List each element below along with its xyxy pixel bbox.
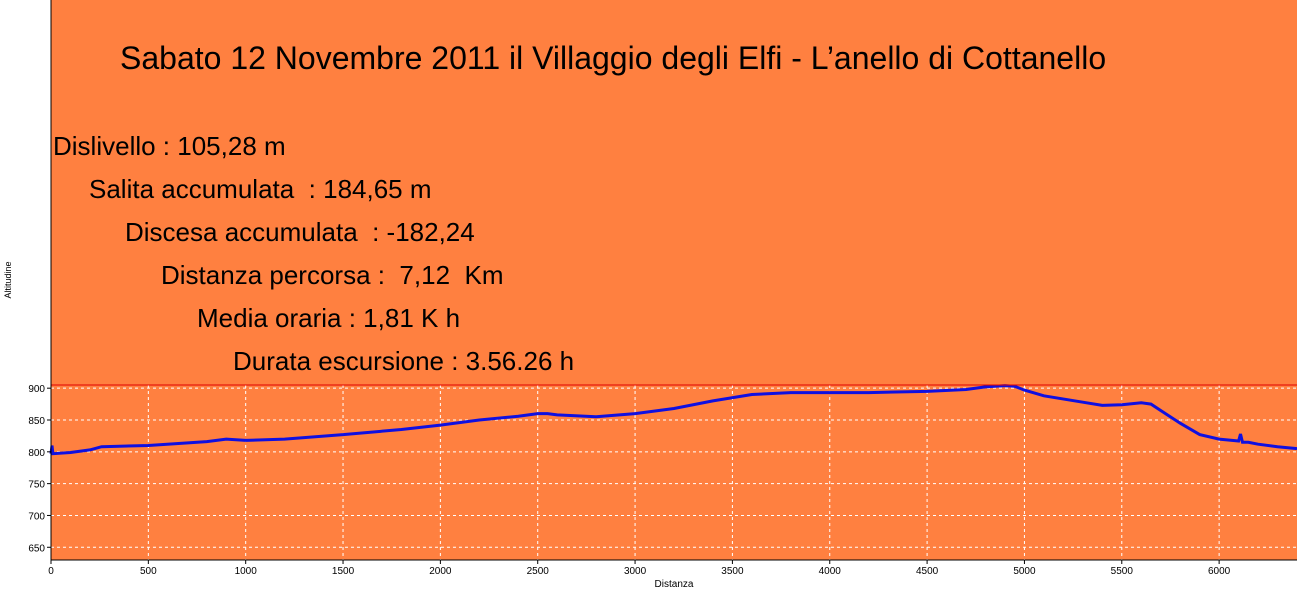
chart-title: Sabato 12 Novembre 2011 il Villaggio deg… (120, 40, 1107, 76)
y-tick-label: 700 (28, 511, 45, 522)
x-tick-label: 6000 (1208, 566, 1231, 577)
grid-lines (51, 385, 1297, 560)
stat-distanza-percorsa: Distanza percorsa : 7,12 Km (161, 260, 504, 290)
x-tick-label: 2000 (429, 566, 452, 577)
stat-salita-accumulata: Salita accumulata : 184,65 m (89, 174, 432, 204)
x-tick-label: 3000 (624, 566, 647, 577)
x-tick-label: 0 (48, 566, 54, 577)
x-axis-label: Distanza (655, 579, 694, 590)
y-tick-label: 650 (28, 543, 45, 554)
stat-media-oraria: Media oraria : 1,81 K h (197, 303, 461, 333)
x-axis-ticks: 0 500 1000 1500 2000 2500 3000 3500 4000 4500 5000… (48, 560, 1231, 577)
y-axis-label: Altitudine (3, 261, 13, 298)
x-tick-label: 4000 (819, 566, 842, 577)
stat-discesa-accumulata: Discesa accumulata : -182,24 (125, 217, 475, 247)
y-tick-label: 850 (28, 416, 45, 427)
x-tick-label: 5000 (1013, 566, 1036, 577)
x-tick-label: 1500 (332, 566, 355, 577)
x-tick-label: 2500 (527, 566, 550, 577)
plot-area (51, 385, 1297, 560)
stat-durata-escursione: Durata escursione : 3.56.26 h (233, 346, 575, 376)
y-tick-label: 900 (28, 384, 45, 395)
y-tick-label: 750 (28, 480, 45, 491)
stat-dislivello: Dislivello : 105,28 m (53, 131, 286, 161)
x-tick-label: 3500 (721, 566, 744, 577)
stats-panel-background (51, 0, 1297, 385)
y-axis-ticks: 650 700 750 800 850 900 (28, 384, 51, 554)
x-tick-label: 5500 (1111, 566, 1134, 577)
x-tick-label: 1000 (235, 566, 258, 577)
y-tick-label: 800 (28, 448, 45, 459)
altitude-line (49, 384, 1297, 456)
x-tick-label: 4500 (916, 566, 939, 577)
x-tick-label: 500 (140, 566, 157, 577)
